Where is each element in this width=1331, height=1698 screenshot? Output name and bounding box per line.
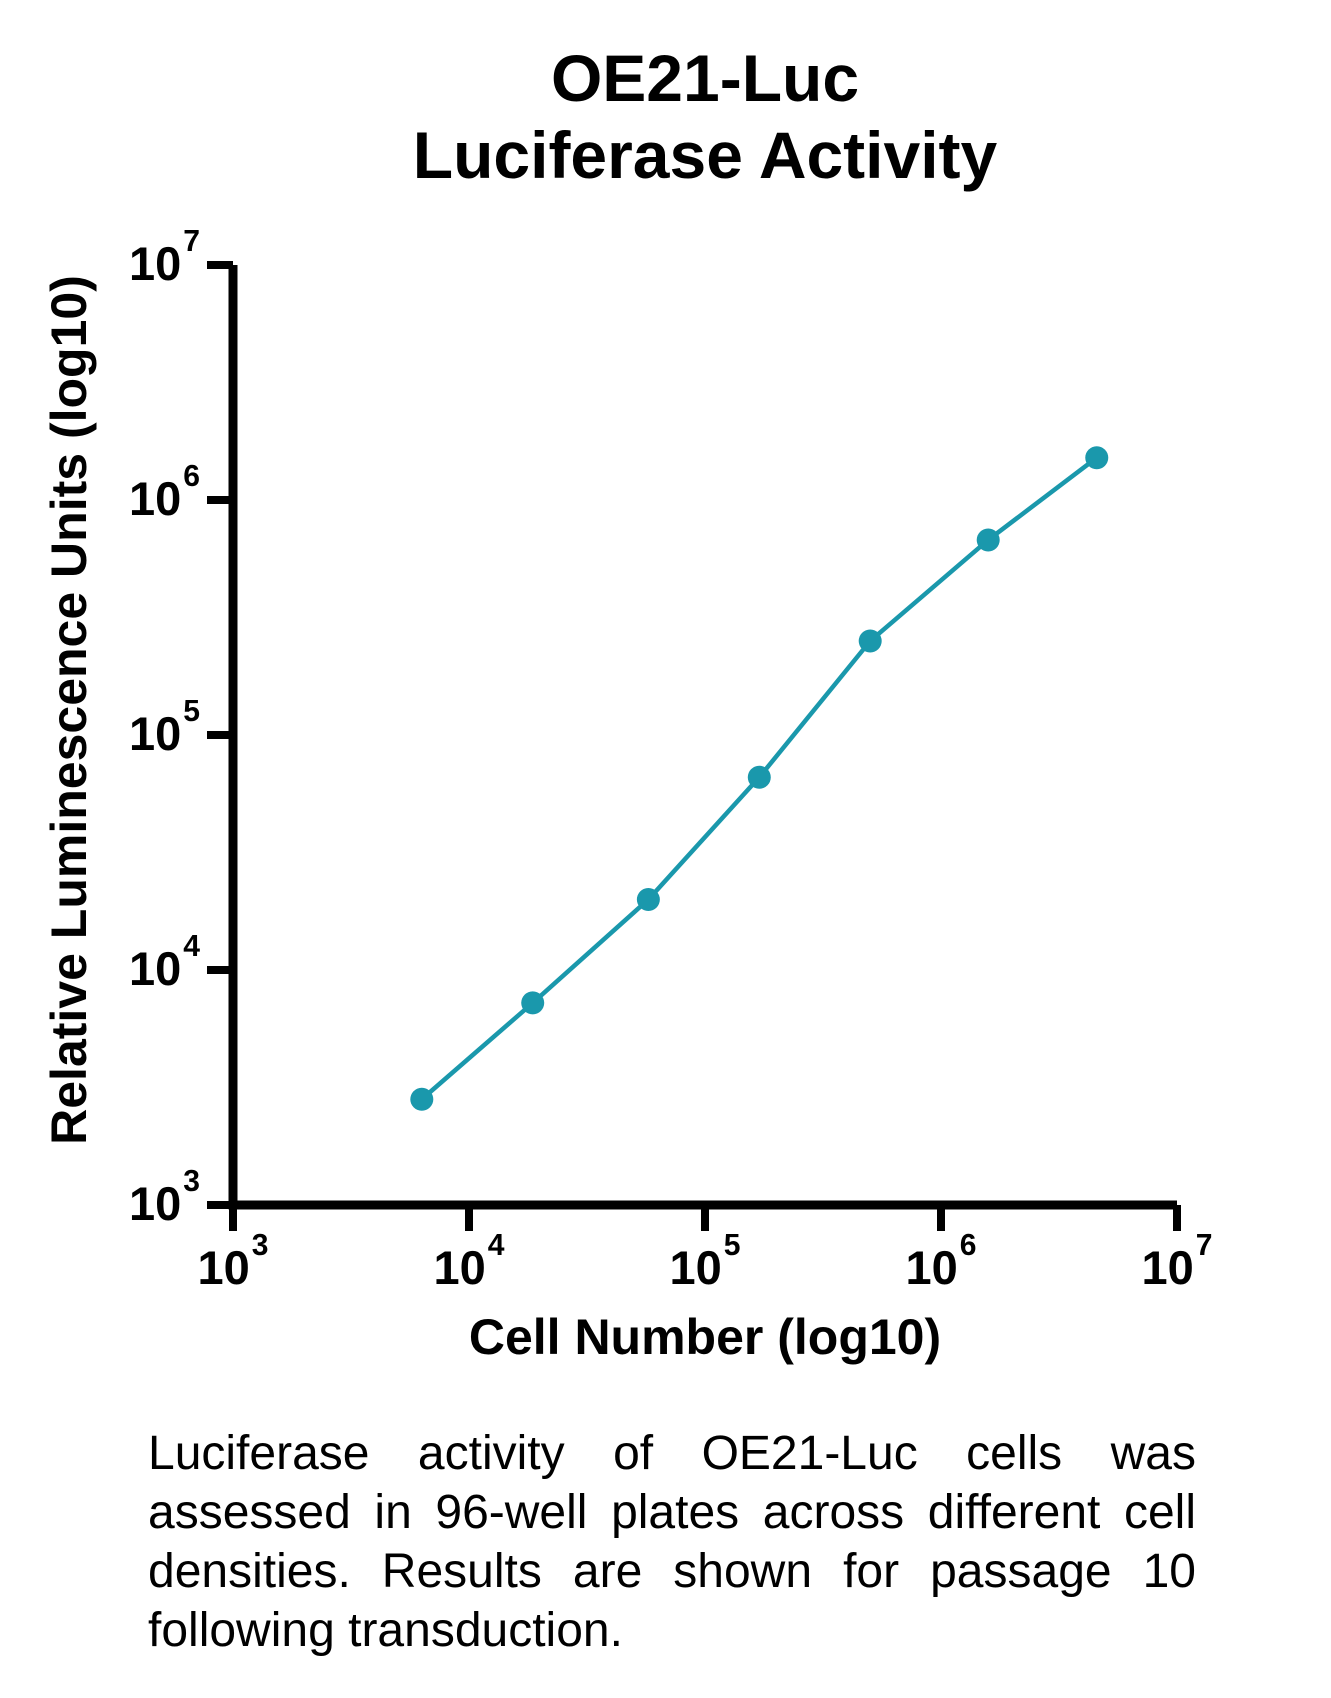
- x-tick-label-1e4: 104: [384, 1230, 554, 1295]
- tick-base: 10: [197, 1241, 250, 1294]
- figure-caption: Luciferase activity of OE21-Luc cells wa…: [148, 1424, 1196, 1660]
- tick-exponent: 7: [1195, 1228, 1213, 1262]
- y-tick-label-1e5: 105: [0, 696, 200, 761]
- caption-line: following transduction.: [148, 1604, 623, 1657]
- data-point-marker: [747, 765, 771, 789]
- x-tick-label-1e6: 106: [856, 1230, 1026, 1295]
- tick-exponent: 4: [183, 929, 200, 963]
- tick-exponent: 5: [723, 1228, 741, 1262]
- x-tick-label-1e7: 107: [1092, 1230, 1262, 1295]
- tick-base: 10: [128, 472, 182, 525]
- tick-base: 10: [905, 1241, 958, 1294]
- tick-exponent: 3: [183, 1164, 200, 1198]
- y-tick-label-1e7: 107: [0, 226, 200, 291]
- tick-exponent: 3: [251, 1228, 269, 1262]
- data-point-marker: [521, 991, 545, 1015]
- tick-base: 10: [128, 1177, 182, 1230]
- tick-base: 10: [1141, 1241, 1194, 1294]
- x-tick-label-1e3: 103: [148, 1230, 318, 1295]
- tick-exponent: 6: [183, 459, 200, 493]
- data-point-marker: [636, 888, 660, 911]
- tick-exponent: 6: [959, 1228, 977, 1262]
- caption-line: Luciferase activity of OE21-Luc cells wa…: [148, 1427, 1196, 1480]
- chart-title-line1: OE21-Luc: [550, 41, 860, 115]
- tick-exponent: 5: [183, 694, 200, 728]
- y-tick-label-1e4: 104: [0, 931, 200, 996]
- data-point-marker: [976, 528, 1000, 552]
- chart-title-line2: Luciferase Activity: [412, 118, 998, 192]
- data-point-marker: [1085, 446, 1109, 470]
- y-tick-label-1e3: 103: [0, 1166, 200, 1231]
- x-tick-label-1e5: 105: [620, 1230, 790, 1295]
- tick-base: 10: [669, 1241, 722, 1294]
- caption-line: assessed in 96-well plates across differ…: [148, 1486, 1196, 1539]
- tick-exponent: 7: [183, 224, 200, 258]
- tick-base: 10: [433, 1241, 486, 1294]
- caption-line: densities. Results are shown for passage…: [148, 1545, 1196, 1598]
- chart-title: OE21-Luc Luciferase Activity: [413, 40, 997, 194]
- data-point-marker: [858, 629, 882, 653]
- x-axis-title: Cell Number (log10): [468, 1309, 942, 1365]
- data-point-marker: [410, 1087, 434, 1111]
- tick-base: 10: [128, 707, 182, 760]
- tick-base: 10: [128, 942, 182, 995]
- y-tick-label-1e6: 106: [0, 461, 200, 526]
- tick-base: 10: [128, 237, 182, 290]
- tick-exponent: 4: [487, 1228, 505, 1262]
